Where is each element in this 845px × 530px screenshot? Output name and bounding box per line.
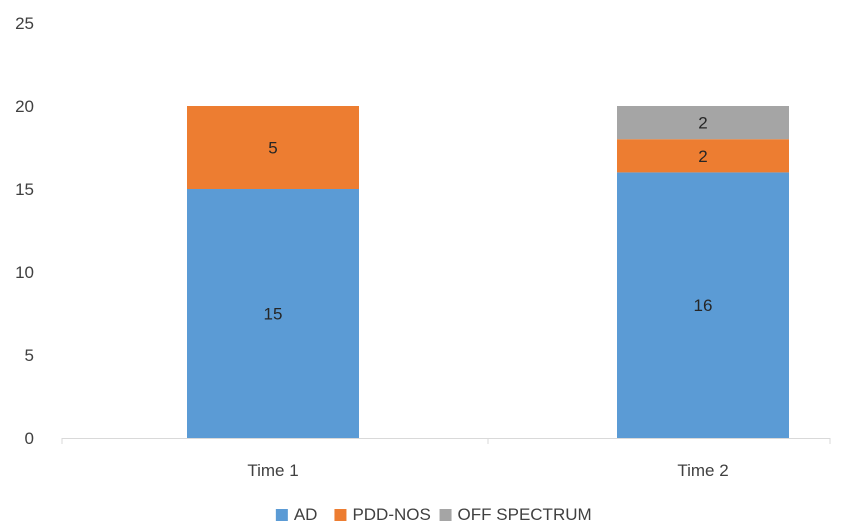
x-category-label: Time 1 [247, 461, 298, 480]
y-tick-label: 25 [15, 14, 34, 33]
bars: 15 5 16 2 2 [187, 106, 789, 438]
y-tick-label: 15 [15, 180, 34, 199]
y-axis-ticks: 0 5 10 15 20 25 [15, 14, 34, 448]
data-label: 5 [268, 139, 277, 158]
bar-segment [617, 139, 789, 173]
bar-segment [617, 172, 789, 438]
data-label: 15 [264, 305, 283, 324]
y-tick-label: 5 [25, 346, 34, 365]
y-tick-label: 10 [15, 263, 34, 282]
data-label: 2 [698, 147, 707, 166]
y-tick-label: 0 [25, 429, 34, 448]
legend-swatch [439, 509, 452, 521]
legend-label: PDD-NOS [352, 505, 430, 524]
bar-segment [187, 106, 359, 189]
x-axis-ticks: Time 1 Time 2 [61, 438, 831, 480]
x-category-label: Time 2 [677, 461, 728, 480]
y-tick-label: 20 [15, 97, 34, 116]
legend: AD PDD-NOS OFF SPECTRUM [275, 505, 592, 524]
legend-swatch [334, 509, 347, 521]
data-label: 2 [698, 114, 707, 133]
bar-segment [617, 106, 789, 140]
legend-swatch [275, 509, 288, 521]
data-label: 16 [694, 296, 713, 315]
bar-segment [187, 189, 359, 438]
legend-label: OFF SPECTRUM [458, 505, 592, 524]
legend-label: AD [294, 505, 318, 524]
